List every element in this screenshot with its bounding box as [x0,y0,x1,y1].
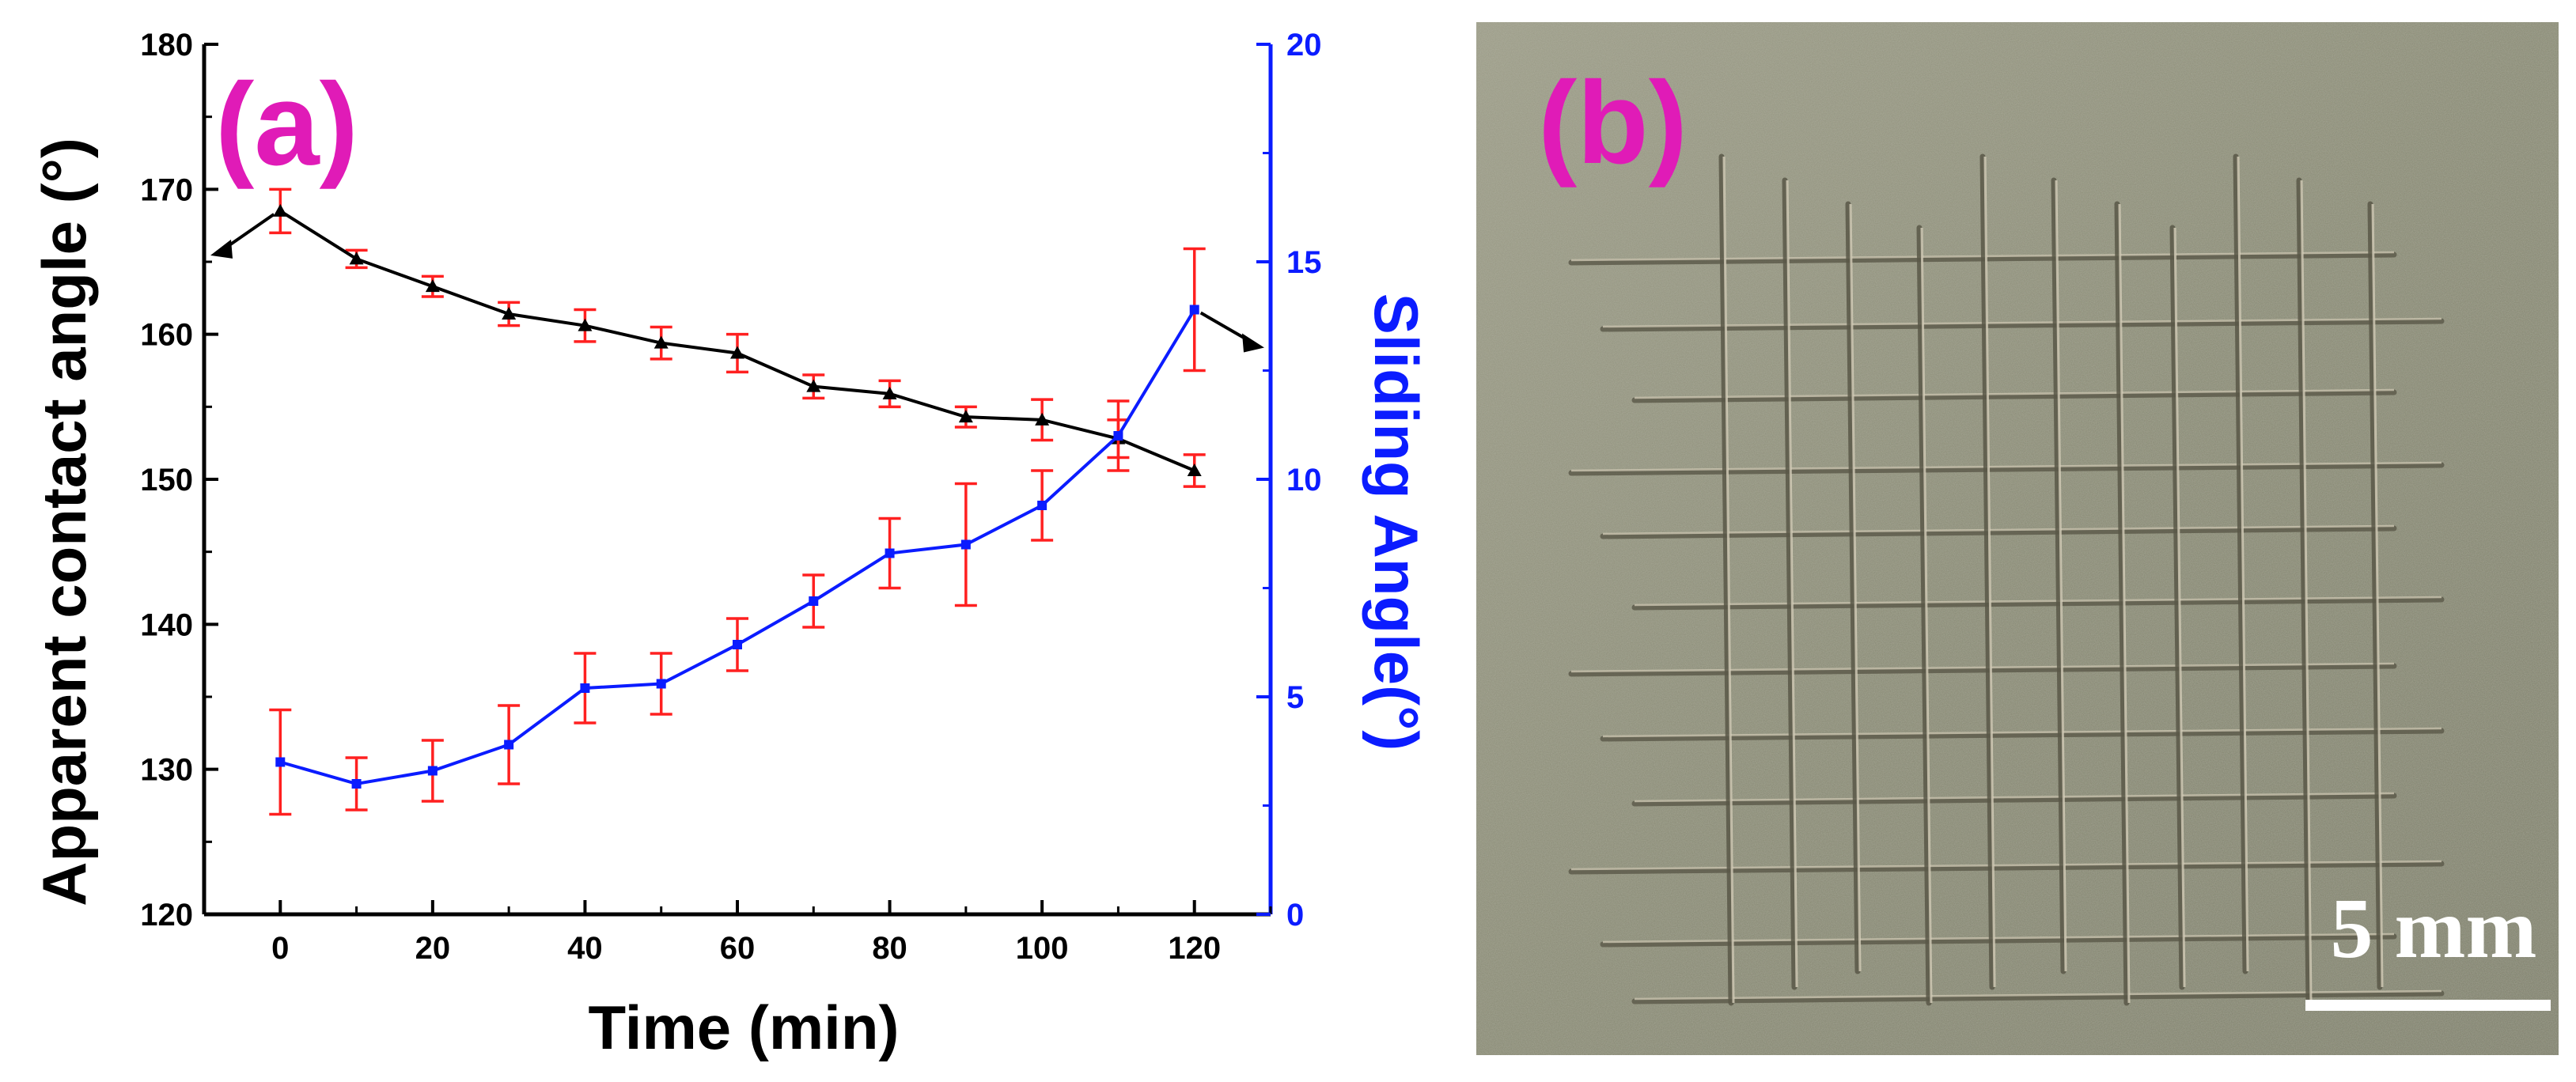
x-tick-label: 120 [1168,931,1221,966]
scratch-highlight [2173,227,2186,988]
scratch-vertical [1845,201,1861,974]
scratch-vertical [2169,225,2185,990]
sliding-point [1189,305,1199,315]
contact-point [1035,412,1050,426]
scratch-highlight [2055,180,2067,972]
contact-point [882,386,897,399]
y-left-tick-label: 130 [140,753,193,788]
scratch-highlight [2300,180,2313,1004]
contact-point [578,318,593,331]
sliding-point [351,779,362,789]
contact-point [806,379,821,392]
scratch-highlight [2371,203,2384,988]
scratch-highlight [1570,461,2442,472]
scratch-highlight [1634,388,2395,399]
cross-cut-grid [1568,153,2445,1006]
y-right-tick-label: 10 [1286,463,1322,497]
scratch-highlight [1602,933,2395,944]
scratch-horizontal [1600,728,2445,742]
scratch-horizontal [1568,663,2397,677]
scratch-vertical [1782,177,1798,990]
scratch-vertical [2367,201,2383,990]
scratch-highlight [1849,203,1862,972]
y-left-tick-label: 120 [140,898,193,933]
sliding-axis-arrowhead [1242,333,1264,353]
x-tick-label: 100 [1016,931,1069,966]
chart-panel-a: 0 20 40 60 80 100 120 120 130 140 150 160 170 180 0 5 10… [29,28,1431,1062]
sliding-series-line [279,308,1196,786]
panel-a-label: (a) [215,59,358,190]
scratch-horizontal [1600,933,2397,948]
sliding-point [504,740,514,750]
scratch-vertical [1916,225,1932,1006]
y-axis-left-title: Apparent contact angle (°) [29,138,99,906]
sliding-point [960,539,971,550]
scratch-highlight [1920,227,1933,1004]
scratch-highlight [1983,156,1996,988]
sliding-point [427,766,438,776]
contact-axis-arrowhead [210,239,233,259]
y-axis-right-title: Sliding Angle(°) [1362,293,1431,751]
contact-point [958,410,973,423]
scratch-vertical [2114,201,2130,1006]
contact-point [653,335,669,349]
scratch-highlight [1786,180,1798,988]
scratch-vertical [1718,153,1734,1006]
contact-point [349,252,364,265]
scratch-horizontal [1568,861,2445,875]
x-tick-label: 60 [720,931,756,966]
scratch-vertical [1979,153,1995,990]
contact-point [425,279,440,293]
scratch-highlight [1570,860,2442,871]
sliding-point [580,683,590,693]
y-left-tick-label: 170 [140,172,193,207]
scratch-highlight [1722,156,1735,1004]
scratch-vertical [2233,153,2248,974]
x-tick-label: 0 [271,931,289,966]
scale-bar [2305,1000,2551,1011]
scratch-highlight [1634,792,2395,803]
panel-b-label: (b) [1538,58,1688,188]
sliding-point [885,548,895,558]
scratch-highlight [1570,662,2395,673]
y-right-tick-label: 0 [1286,898,1304,933]
y-right-tick-label: 5 [1286,680,1304,715]
scratch-horizontal [1600,525,2397,539]
x-tick-label: 40 [567,931,603,966]
contact-point [730,346,744,359]
sliding-axis-arrow [1199,311,1252,343]
scratch-vertical [2296,177,2312,1006]
y-left-tick-label: 150 [140,463,193,497]
photo-panel-b: (b) 5 mm [1476,22,2559,1055]
sliding-point [275,757,286,767]
scratch-highlight [2118,203,2131,1004]
y-right-tick-label: 15 [1286,245,1322,280]
scratch-highlight [2237,156,2249,972]
scratch-highlight [1602,524,2395,535]
y-left-tick-label: 180 [140,28,193,62]
scratch-highlight [1602,727,2442,738]
y-left-tick-label: 160 [140,318,193,353]
scratched-surface-photo: (b) 5 mm [1476,22,2559,1055]
sliding-point [1113,431,1123,441]
plot-layer: 0 20 40 60 80 100 120 120 130 140 150 160 170 180 0 5 10… [140,28,1321,966]
x-tick-label: 80 [872,931,907,966]
scratch-vertical [2051,177,2066,974]
scratch-horizontal [1568,462,2445,476]
sliding-point [733,640,742,649]
scratch-horizontal [1631,793,2397,807]
contact-point [502,307,517,320]
contact-point [273,203,288,217]
y-right-tick-label: 20 [1286,28,1322,62]
contact-point [1187,463,1202,476]
sliding-point [809,596,819,606]
y-left-tick-label: 140 [140,607,193,642]
sliding-point [656,679,666,689]
x-tick-label: 20 [415,931,451,966]
sliding-point [1037,501,1047,510]
x-axis-title: Time (min) [589,993,900,1062]
scratch-horizontal [1631,389,2397,403]
scale-bar-label: 5 mm [2331,882,2537,976]
